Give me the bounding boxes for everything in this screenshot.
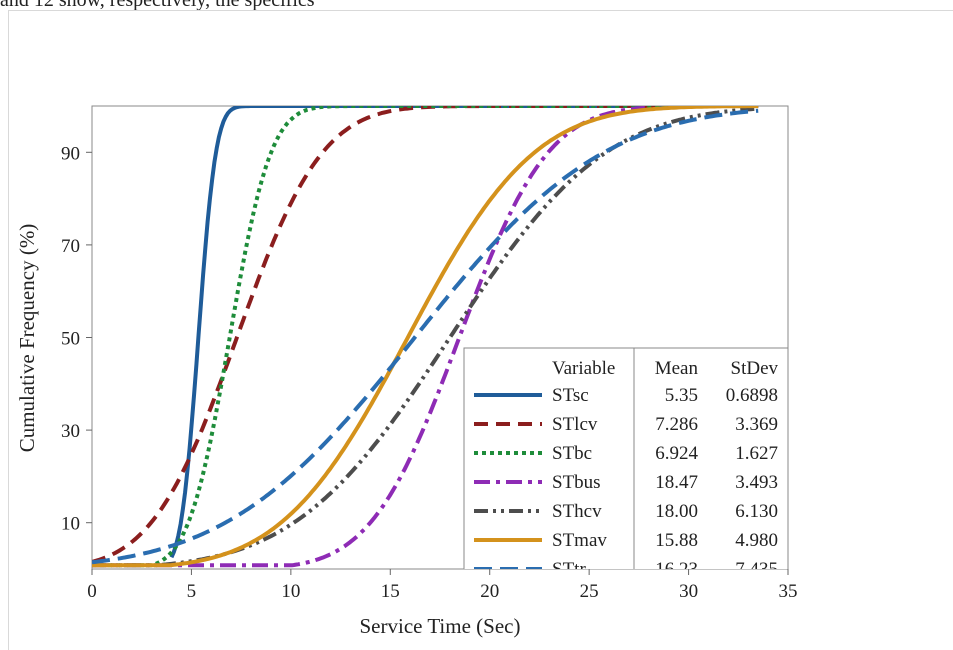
- legend-series-stdev: 0.6898: [726, 385, 778, 406]
- x-tick-label: 5: [187, 581, 197, 602]
- figure-frame: [8, 10, 953, 650]
- x-tick-label: 0: [87, 581, 97, 602]
- series-line-stbc: [92, 106, 759, 568]
- y-axis-label: Cumulative Frequency (%): [15, 224, 39, 453]
- x-tick-label: 10: [281, 581, 300, 602]
- legend-series-name: STbc: [552, 443, 592, 464]
- legend-series-stdev: 3.493: [735, 472, 778, 493]
- x-tick-label: 20: [480, 581, 499, 602]
- legend-series-mean: 6.924: [655, 443, 698, 464]
- legend-series-name: STlcv: [552, 414, 598, 435]
- legend-series-name: STmav: [552, 530, 607, 551]
- legend-series-mean: 7.286: [655, 414, 698, 435]
- legend-series-stdev: 4.980: [735, 530, 778, 551]
- legend-series-name: STsc: [552, 385, 589, 406]
- y-tick-label: 30: [61, 421, 80, 442]
- x-tick-label: 25: [580, 581, 599, 602]
- legend-series-mean: 15.88: [655, 530, 698, 551]
- series-line-stmav: [92, 106, 759, 568]
- x-tick-label: 15: [381, 581, 400, 602]
- legend-box: [463, 347, 789, 569]
- x-axis-label: Service Time (Sec): [360, 614, 521, 638]
- series-line-stbus: [92, 106, 645, 568]
- y-tick-label: 70: [61, 236, 80, 257]
- page-caption-text: and 12 show, respectively, the specifics: [0, 0, 315, 11]
- legend-series-stdev: 3.369: [735, 414, 778, 435]
- y-tick-label: 50: [61, 329, 80, 350]
- legend-header-variable: Variable: [552, 358, 615, 379]
- legend-series-stdev: 1.627: [735, 443, 778, 464]
- legend-series-mean: 5.35: [665, 385, 698, 406]
- series-line-sttr: [92, 108, 759, 565]
- x-tick-label: 35: [779, 581, 798, 602]
- legend-series-mean: 18.47: [655, 472, 698, 493]
- y-tick-label: 90: [61, 143, 80, 164]
- legend-series-name: SThcv: [552, 501, 602, 522]
- x-tick-label: 30: [679, 581, 698, 602]
- legend-series-mean: 16.23: [655, 559, 698, 580]
- legend-header-stdev: StDev: [731, 358, 779, 379]
- legend-header-mean: Mean: [655, 358, 699, 379]
- legend-series-name: STbus: [552, 472, 601, 493]
- legend-series-stdev: 6.130: [735, 501, 778, 522]
- legend-series-name: STtr: [552, 559, 586, 580]
- legend-series-stdev: 7.435: [735, 559, 778, 580]
- y-tick-label: 10: [61, 514, 80, 535]
- legend-series-mean: 18.00: [655, 501, 698, 522]
